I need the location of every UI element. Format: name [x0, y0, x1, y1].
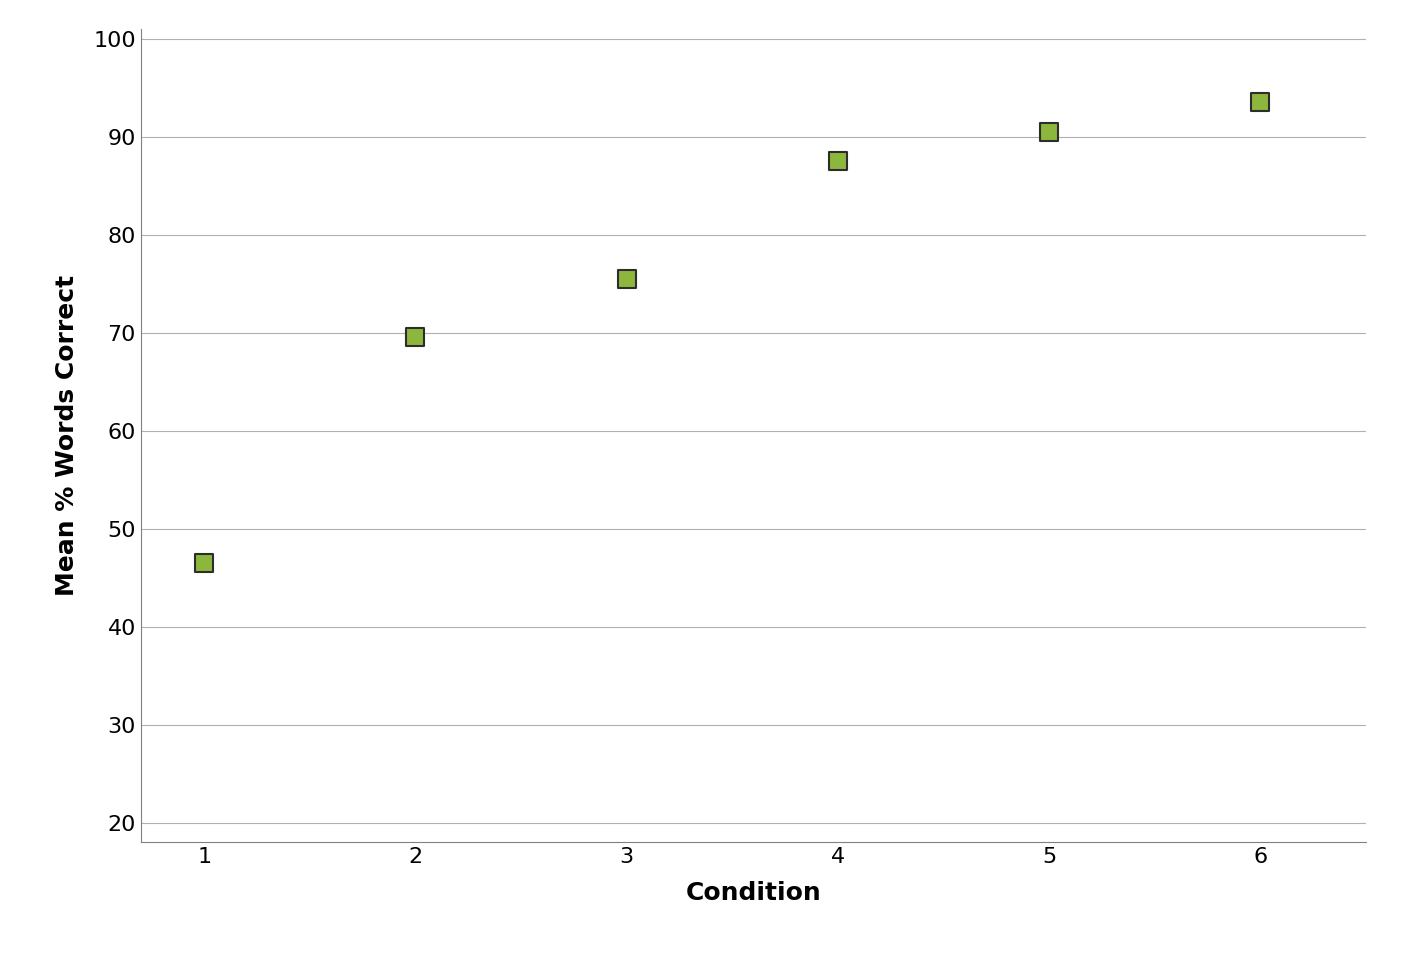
Point: [404, 330, 427, 345]
Point: [1038, 124, 1060, 140]
Point: [193, 555, 215, 570]
X-axis label: Condition: Condition: [686, 880, 821, 905]
Y-axis label: Mean % Words Correct: Mean % Words Correct: [55, 275, 79, 596]
Point: [1249, 95, 1271, 110]
Point: [826, 153, 849, 168]
Point: [615, 271, 638, 286]
